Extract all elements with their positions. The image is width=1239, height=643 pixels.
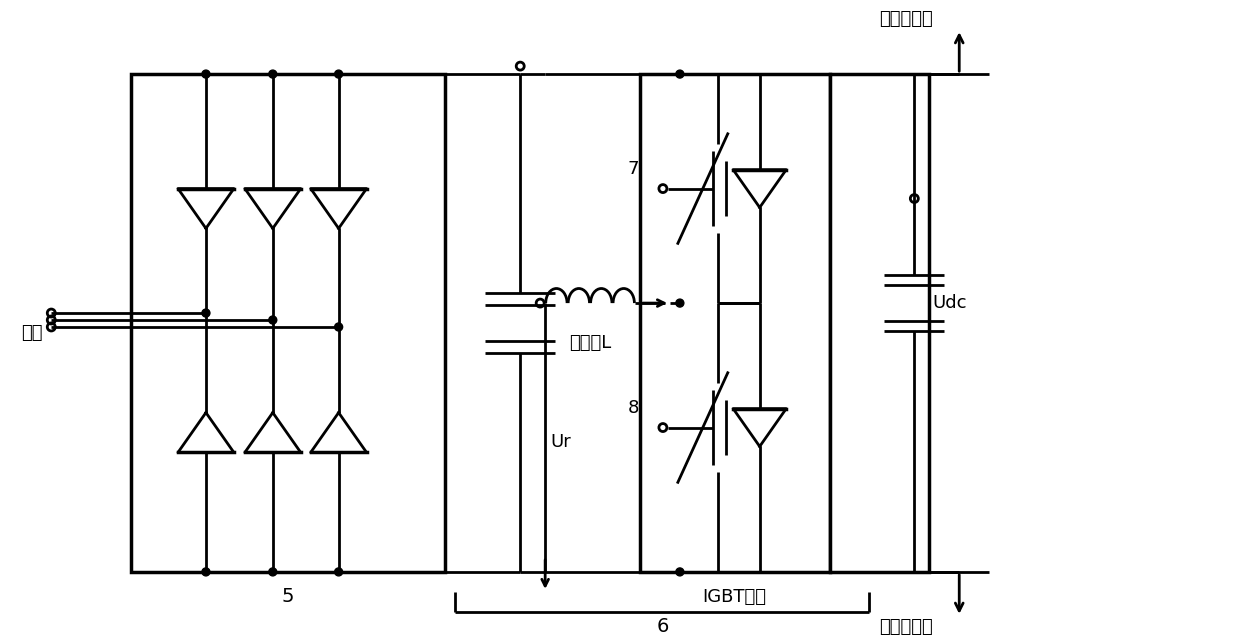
Bar bbox=[830, 74, 929, 572]
Circle shape bbox=[675, 70, 684, 78]
Circle shape bbox=[675, 568, 684, 576]
Circle shape bbox=[335, 323, 343, 331]
Text: Udc: Udc bbox=[932, 294, 966, 312]
Circle shape bbox=[335, 568, 343, 576]
Circle shape bbox=[202, 568, 209, 576]
Circle shape bbox=[269, 70, 276, 78]
Polygon shape bbox=[311, 413, 367, 453]
Polygon shape bbox=[245, 413, 301, 453]
Text: 电机: 电机 bbox=[21, 324, 43, 342]
Circle shape bbox=[269, 316, 276, 324]
Text: 电抗器L: 电抗器L bbox=[569, 334, 611, 352]
Circle shape bbox=[202, 70, 209, 78]
Text: 5: 5 bbox=[282, 587, 295, 606]
Polygon shape bbox=[178, 413, 234, 453]
Text: 母线电压正: 母线电压正 bbox=[880, 10, 933, 28]
Text: IGBT单元: IGBT单元 bbox=[703, 588, 767, 606]
Polygon shape bbox=[178, 188, 234, 228]
Circle shape bbox=[335, 70, 343, 78]
Polygon shape bbox=[733, 408, 787, 446]
Bar bbox=[131, 74, 445, 572]
Text: Ur: Ur bbox=[550, 433, 571, 451]
Text: 母线电压负: 母线电压负 bbox=[880, 618, 933, 636]
Text: 6: 6 bbox=[657, 617, 669, 636]
Polygon shape bbox=[733, 170, 787, 208]
Text: 7: 7 bbox=[628, 159, 639, 177]
Bar bbox=[641, 74, 830, 572]
Text: 8: 8 bbox=[628, 399, 639, 417]
Polygon shape bbox=[245, 188, 301, 228]
Circle shape bbox=[269, 568, 276, 576]
Circle shape bbox=[675, 299, 684, 307]
Circle shape bbox=[202, 309, 209, 317]
Polygon shape bbox=[311, 188, 367, 228]
